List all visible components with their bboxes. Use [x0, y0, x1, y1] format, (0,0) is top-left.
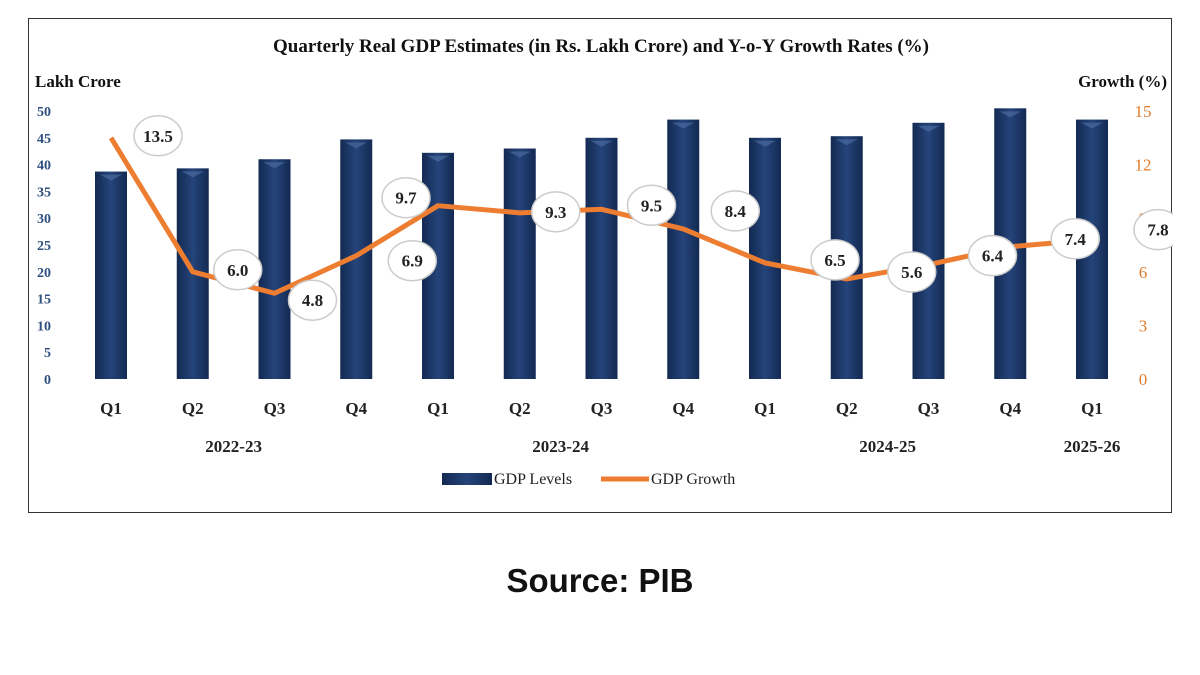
bar-highlight — [181, 171, 204, 178]
x-category-label: Q4 — [672, 399, 694, 418]
x-group-label: 2023-24 — [532, 437, 589, 456]
legend-label-gdp-growth: GDP Growth — [651, 471, 735, 488]
data-label-bubble — [887, 251, 937, 293]
left-axis-label: Lakh Crore — [35, 72, 121, 91]
x-category-label: Q2 — [836, 399, 858, 418]
data-label-bubble — [967, 234, 1018, 277]
x-category-label: Q1 — [427, 399, 449, 418]
right-tick-label: 15 — [1135, 102, 1152, 121]
x-category-label: Q3 — [918, 399, 940, 418]
x-category-label: Q4 — [345, 399, 367, 418]
growth-data-label: 9.3 — [545, 203, 566, 222]
data-label-bubble — [287, 279, 338, 321]
bar-gdp-level — [585, 137, 618, 379]
bar-highlight — [427, 155, 449, 162]
x-category-label: Q2 — [509, 399, 531, 418]
data-label-bubble — [133, 115, 183, 157]
data-label-bubble — [1050, 218, 1100, 260]
x-category-label: Q1 — [100, 399, 122, 418]
left-tick-label: 40 — [37, 159, 51, 174]
x-category-label: Q3 — [591, 399, 613, 418]
x-group-label: 2024-25 — [859, 437, 916, 456]
gdp-chart: Quarterly Real GDP Estimates (in Rs. Lak… — [35, 36, 1173, 488]
growth-data-label: 6.9 — [402, 252, 423, 271]
bar-gdp-level — [95, 171, 127, 379]
data-label-bubble — [531, 191, 581, 233]
growth-data-label: 9.5 — [641, 196, 662, 215]
data-label-bubble — [810, 239, 860, 281]
growth-data-label: 6.5 — [824, 251, 845, 270]
left-tick-label: 35 — [37, 185, 51, 200]
chart-frame: Quarterly Real GDP Estimates (in Rs. Lak… — [28, 18, 1173, 513]
x-category-label: Q4 — [999, 399, 1021, 418]
growth-data-label: 9.7 — [395, 189, 417, 208]
left-tick-label: 5 — [44, 346, 51, 361]
left-tick-label: 15 — [37, 293, 51, 308]
growth-data-label: 7.8 — [1147, 221, 1168, 240]
legend-swatch-gdp-levels — [442, 473, 492, 485]
growth-data-label: 6.4 — [982, 247, 1004, 266]
left-tick-label: 25 — [37, 239, 51, 254]
bar-gdp-level — [912, 122, 945, 380]
data-label-bubble — [381, 176, 431, 219]
right-tick-label: 6 — [1139, 263, 1148, 282]
growth-data-label: 7.4 — [1065, 230, 1087, 249]
x-group-label: 2022-23 — [205, 437, 262, 456]
bar-gdp-level — [258, 159, 291, 379]
bar-highlight — [1081, 122, 1103, 129]
bar-highlight — [508, 151, 531, 158]
bar-highlight — [590, 140, 613, 147]
growth-data-label: 5.6 — [901, 263, 922, 282]
bar-highlight — [754, 140, 776, 147]
data-label-bubble — [213, 249, 263, 291]
left-tick-label: 45 — [37, 132, 51, 147]
left-tick-label: 0 — [44, 373, 51, 388]
right-tick-label: 0 — [1139, 370, 1148, 389]
growth-data-label: 4.8 — [302, 291, 323, 310]
legend-label-gdp-levels: GDP Levels — [494, 471, 572, 488]
x-category-label: Q3 — [264, 399, 286, 418]
left-tick-label: 10 — [37, 319, 51, 334]
bar-highlight — [835, 139, 858, 146]
chart-title: Quarterly Real GDP Estimates (in Rs. Lak… — [273, 36, 929, 57]
data-label-bubble — [626, 184, 677, 227]
bar-highlight — [100, 174, 122, 181]
growth-data-label: 8.4 — [725, 202, 747, 221]
data-label-bubble — [387, 239, 437, 282]
x-category-label: Q1 — [754, 399, 776, 418]
bar-highlight — [917, 125, 940, 132]
growth-data-label: 6.0 — [227, 261, 248, 280]
bar-highlight — [672, 122, 695, 129]
bar-highlight — [999, 111, 1022, 118]
data-label-bubble — [1133, 208, 1173, 251]
x-category-label: Q2 — [182, 399, 204, 418]
left-tick-label: 50 — [37, 105, 51, 120]
bar-highlight — [345, 142, 368, 149]
bar-gdp-level — [503, 148, 536, 379]
right-tick-label: 3 — [1139, 316, 1148, 335]
x-category-label: Q1 — [1081, 399, 1103, 418]
data-label-bubble — [710, 190, 760, 232]
growth-data-label: 13.5 — [143, 127, 173, 146]
right-axis-label: Growth (%) — [1078, 72, 1167, 91]
x-group-label: 2025-26 — [1064, 437, 1121, 456]
bar-highlight — [263, 162, 286, 169]
left-tick-label: 30 — [37, 212, 51, 227]
right-tick-label: 12 — [1135, 156, 1152, 175]
left-tick-label: 20 — [37, 266, 51, 281]
bar-gdp-level — [667, 119, 700, 380]
source-caption: Source: PIB — [506, 562, 694, 599]
